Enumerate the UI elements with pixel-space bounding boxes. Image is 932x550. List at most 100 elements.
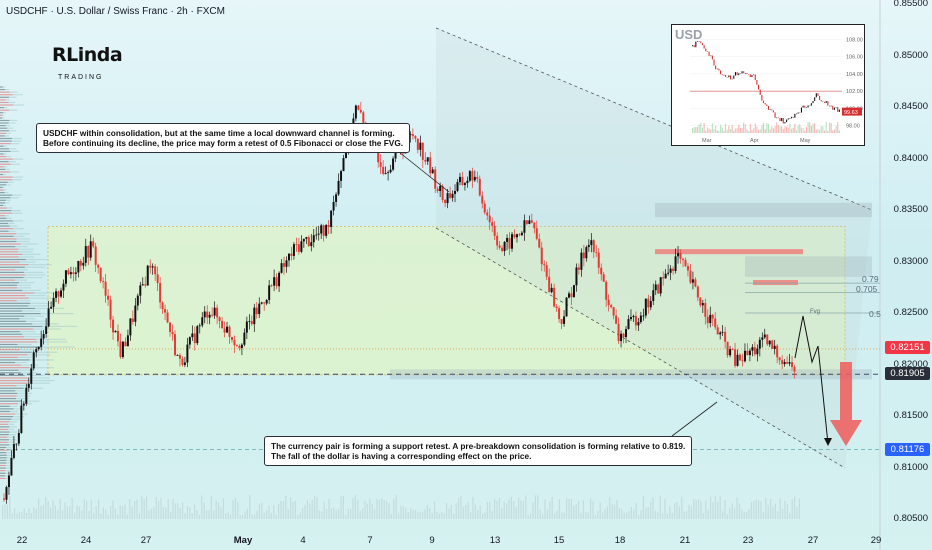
volume-profile-bar: [0, 464, 6, 467]
inset-volume-bar: [728, 125, 730, 133]
inset-volume-bar: [791, 128, 793, 133]
volume-bar: [66, 506, 68, 519]
volume-profile-bar: [20, 243, 38, 245]
volume-profile-bar: [8, 434, 16, 436]
inset-candle: [741, 71, 743, 74]
inset-candle: [824, 101, 826, 103]
volume-bar: [618, 507, 620, 519]
volume-bar: [710, 496, 712, 519]
volume-bar: [153, 507, 155, 519]
volume-bar: [170, 511, 172, 519]
volume-bar: [400, 505, 402, 519]
volume-bar: [57, 509, 59, 519]
volume-bar: [669, 506, 671, 519]
candle-body: [550, 287, 553, 293]
candle-body: [20, 405, 23, 434]
volume-bar: [594, 514, 596, 519]
volume-profile-bar: [15, 397, 29, 400]
volume-profile-bar: [0, 356, 18, 358]
inset-candle: [744, 73, 746, 74]
inset-volume-bar: [795, 130, 798, 133]
inset-volume-bar: [695, 127, 697, 133]
inset-candle: [754, 74, 756, 80]
volume-profile-bar: [0, 253, 23, 255]
candle-body: [359, 109, 362, 113]
volume-bar: [117, 514, 119, 519]
inset-volume-bar: [800, 127, 802, 133]
volume-bar: [134, 500, 136, 519]
volume-bar: [407, 512, 409, 519]
volume-profile-bar: [2, 86, 6, 88]
annotation-top-pointer: [393, 147, 450, 193]
candle-body: [320, 225, 323, 234]
volume-bar: [686, 511, 688, 519]
volume-bar: [450, 504, 452, 519]
candle-body: [72, 272, 75, 274]
volume-profile-bar: [0, 271, 24, 273]
inset-volume-bar: [748, 130, 750, 133]
inset-volume-bar: [814, 123, 816, 133]
volume-profile-bar: [0, 413, 16, 415]
candle-body: [188, 337, 191, 345]
volume-bar: [198, 514, 200, 519]
volume-profile-bar: [0, 264, 29, 266]
candle-body: [171, 331, 174, 335]
volume-profile-bar: [4, 88, 9, 91]
time-axis-label: 27: [140, 535, 152, 546]
candle-body: [768, 340, 771, 345]
inset-candle: [701, 43, 703, 46]
volume-profile-bar: [15, 269, 28, 271]
volume-profile-bar: [0, 130, 9, 132]
volume-profile-bar: [13, 235, 25, 237]
annotation-top[interactable]: USDCHF within consolidation, but at the …: [36, 123, 411, 153]
volume-profile-bar: [13, 228, 24, 230]
candle-body: [312, 235, 315, 243]
volume-profile-bar: [0, 439, 9, 441]
candle-body: [40, 338, 43, 347]
volume-bar: [647, 506, 649, 519]
volume-bar: [364, 500, 366, 519]
candle-body: [344, 151, 347, 159]
volume-profile-bar: [0, 364, 21, 366]
price-tag-target: 0.81176: [885, 443, 930, 456]
volume-profile-bar: [0, 109, 10, 111]
volume-profile-bar: [0, 101, 9, 104]
volume-bar: [642, 496, 644, 519]
volume-bar: [256, 510, 258, 519]
volume-profile-bar: [0, 258, 26, 261]
volume-bar: [731, 503, 733, 519]
candle-body: [449, 193, 452, 198]
volume-bar: [93, 512, 95, 519]
candle-body: [468, 171, 471, 181]
candle-body: [27, 383, 30, 388]
inset-candle: [807, 105, 809, 108]
inset-volume-bar: [807, 122, 809, 133]
volume-bar: [414, 510, 416, 519]
inset-volume-bar: [789, 123, 791, 133]
inset-candle: [696, 40, 699, 42]
volume-bar: [465, 504, 467, 519]
candle-body: [627, 319, 630, 329]
volume-profile-bar: [0, 269, 16, 271]
volume-profile-bar: [0, 315, 25, 317]
annotation-bottom[interactable]: The currency pair is forming a support r…: [264, 436, 693, 466]
volume-profile-bar: [0, 452, 7, 454]
volume-bar: [534, 495, 536, 519]
volume-bar: [441, 511, 443, 519]
candle-body: [714, 318, 717, 328]
volume-bar: [251, 514, 253, 519]
candle-body: [615, 315, 618, 324]
candle-body: [228, 326, 231, 337]
inset-candle: [794, 113, 796, 118]
volume-bar: [237, 501, 239, 519]
candle-body: [493, 225, 496, 236]
volume-bar: [62, 509, 64, 519]
candle-body: [605, 281, 608, 300]
inset-month-label: May: [800, 138, 811, 144]
candle-body: [684, 259, 687, 267]
volume-bar: [513, 500, 515, 519]
volume-profile-bar: [0, 189, 4, 191]
volume-bar: [496, 500, 498, 519]
volume-bar: [112, 500, 114, 519]
volume-bar: [498, 497, 500, 519]
